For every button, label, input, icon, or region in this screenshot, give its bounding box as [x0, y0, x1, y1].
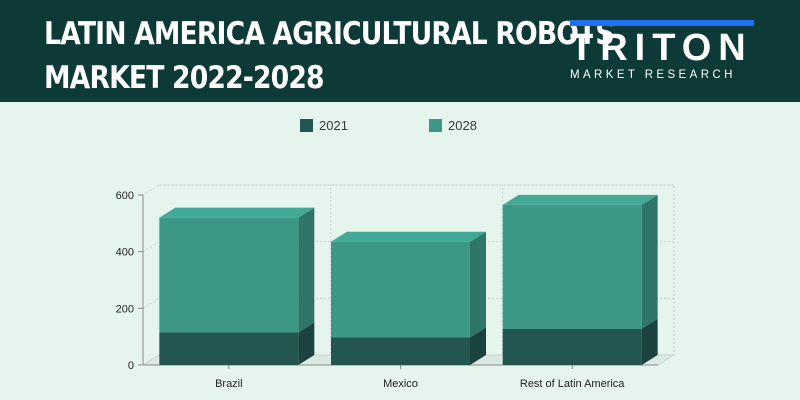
x-tick-label: Brazil [215, 378, 243, 390]
bar-top-mexico-2028 [331, 231, 486, 242]
bar-brazil-2028 [159, 217, 299, 333]
legend-item-2021: 2021 [300, 118, 348, 133]
bar-top-rest-of-latin-america-2028 [502, 194, 658, 205]
bar-mexico-2028 [331, 241, 470, 338]
title-line-2: MARKET 2022-2028 [44, 60, 325, 96]
grid-line [486, 185, 503, 366]
bar-side-mexico-2028 [470, 231, 486, 338]
bar-side-mexico-2021 [470, 327, 486, 365]
logo-accent-bar [570, 20, 754, 26]
logo-tagline: MARKET RESEARCH [570, 69, 736, 81]
bar-side-rest-of-latin-america-2021 [641, 318, 658, 365]
legend-label-2028: 2028 [448, 118, 477, 133]
bar-top-brazil-2028 [159, 207, 315, 218]
bar-brazil-2021 [159, 332, 299, 365]
legend-item-2028: 2028 [429, 118, 477, 133]
bar-side-brazil-2021 [298, 322, 315, 365]
y-tick-label: 400 [116, 247, 134, 259]
y-tick-label: 200 [116, 303, 134, 315]
bar-side-rest-of-latin-america-2028 [641, 194, 658, 329]
bar-mexico-2021 [331, 337, 470, 365]
triton-logo: TRITON MARKET RESEARCH [566, 18, 762, 84]
x-tick-label: Rest of Latin America [520, 378, 625, 390]
legend-swatch-2028 [429, 119, 442, 132]
bar-rest-of-latin-america-2021 [502, 328, 642, 365]
y-tick-label: 0 [128, 360, 134, 372]
grid-line [142, 184, 674, 196]
bar-rest-of-latin-america-2028 [502, 204, 642, 329]
legend-swatch-2021 [300, 119, 313, 132]
x-tick-label: Mexico [383, 378, 418, 390]
header-banner: LATIN AMERICA AGRICULTURAL ROBOTS MARKET… [0, 0, 800, 102]
chart-legend: 2021 2028 [0, 118, 800, 138]
legend-label-2021: 2021 [319, 118, 348, 133]
logo-wordmark: TRITON [570, 27, 753, 69]
bar-side-brazil-2028 [298, 207, 315, 333]
grid-line [314, 185, 332, 366]
y-tick-label: 600 [116, 190, 134, 202]
